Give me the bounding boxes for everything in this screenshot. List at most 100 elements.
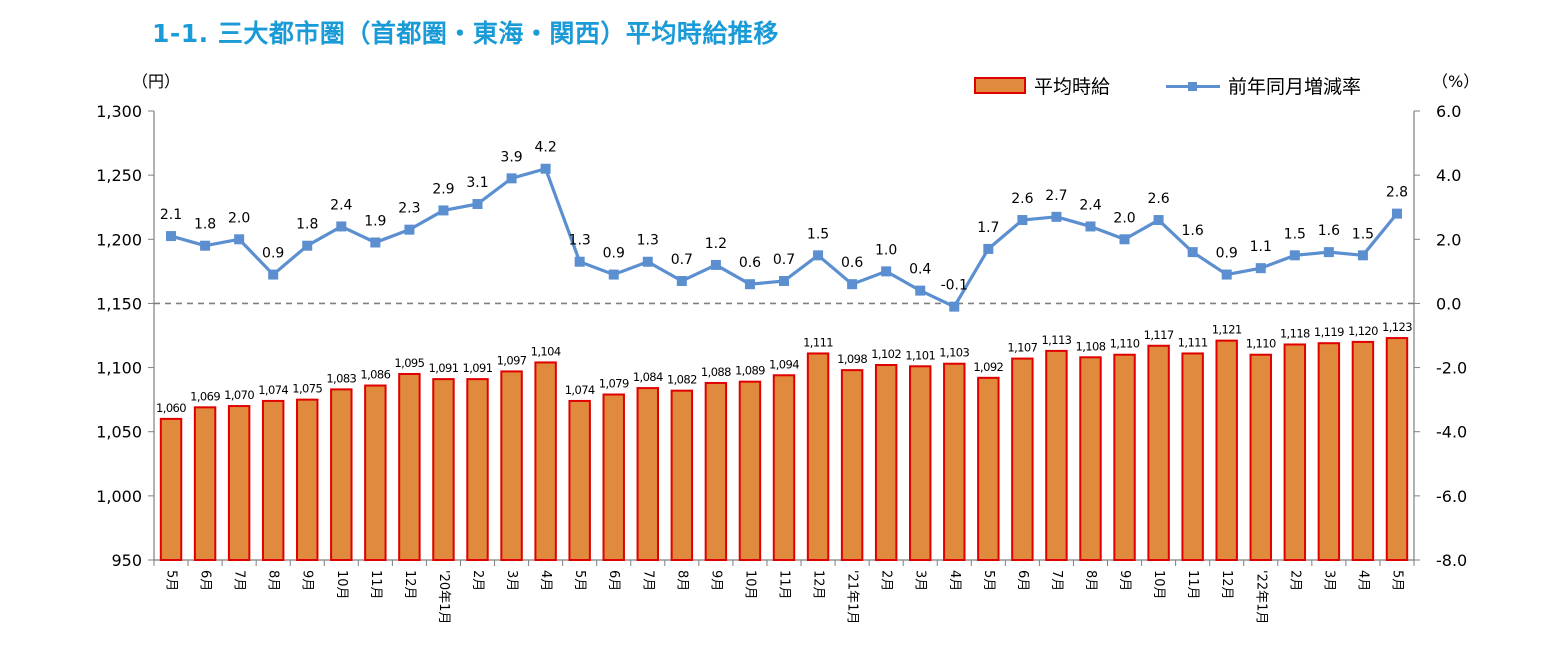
bar-data-label: 1,092 xyxy=(973,360,1003,374)
bar-hourly-wage xyxy=(159,417,183,561)
bar-data-label: 1,107 xyxy=(1007,341,1037,355)
line-data-label: 1.1 xyxy=(1250,239,1272,255)
bar-hourly-wage xyxy=(670,389,694,562)
line-point-marker xyxy=(881,266,892,277)
line-data-label: 2.1 xyxy=(160,207,182,223)
bar-hourly-wage xyxy=(1317,342,1341,561)
line-data-label: 2.4 xyxy=(330,197,352,213)
bar-data-label: 1,120 xyxy=(1348,324,1378,338)
x-axis-category-label: 7月 xyxy=(232,570,247,591)
line-point-marker xyxy=(1085,221,1096,232)
bar-hourly-wage xyxy=(1045,349,1068,561)
line-data-label: 0.9 xyxy=(603,246,625,262)
bar-hourly-wage xyxy=(772,374,796,562)
line-point-marker xyxy=(370,237,381,248)
line-point-marker xyxy=(1051,211,1062,222)
bar-data-label: 1,118 xyxy=(1280,326,1310,340)
bar-data-label: 1,074 xyxy=(258,383,288,397)
legend-line-item: 前年同月増減率 xyxy=(1166,72,1361,99)
line-point-marker xyxy=(608,269,619,280)
left-axis-tick-label: 950 xyxy=(111,551,142,570)
x-axis-category-label: '20年1月 xyxy=(436,570,451,624)
line-point-marker xyxy=(915,285,926,296)
bar-hourly-wage xyxy=(806,352,830,561)
line-data-label: 2.0 xyxy=(228,210,250,226)
line-point-marker xyxy=(540,163,551,174)
bar-data-label: 1,086 xyxy=(360,368,390,382)
bar-hourly-wage xyxy=(909,365,932,561)
x-axis-category-label: 9月 xyxy=(1117,570,1132,591)
legend-bar-swatch xyxy=(974,77,1026,94)
line-data-label: 1.7 xyxy=(977,220,999,236)
bar-data-label: 1,117 xyxy=(1144,328,1174,342)
chart-title: 1-1. 三大都市圏（首都圏・東海・関西）平均時給推移 xyxy=(152,19,779,48)
bar-hourly-wage xyxy=(1215,339,1238,562)
bar-data-label: 1,104 xyxy=(531,344,561,358)
bar-data-label: 1,119 xyxy=(1314,325,1344,339)
bar-data-label: 1,101 xyxy=(905,348,935,362)
right-axis-tick-label: -4.0 xyxy=(1436,423,1467,442)
line-data-label: 2.9 xyxy=(432,181,454,197)
x-axis-category-label: 7月 xyxy=(1049,570,1064,591)
bar-hourly-wage xyxy=(738,380,762,561)
bar-data-label: 1,091 xyxy=(463,361,493,375)
line-data-label: 1.6 xyxy=(1182,223,1204,239)
bar-data-label: 1,084 xyxy=(633,370,663,384)
bar-hourly-wage xyxy=(398,372,421,561)
line-point-marker xyxy=(302,240,313,251)
line-point-marker xyxy=(1153,215,1164,226)
left-axis-tick-label: 1,150 xyxy=(96,294,142,313)
x-axis-category-label: 11月 xyxy=(777,570,792,600)
line-point-marker xyxy=(1357,250,1368,261)
right-axis-tick-label: 4.0 xyxy=(1436,166,1461,185)
x-axis-category-label: 11月 xyxy=(368,570,383,600)
line-point-marker xyxy=(710,259,721,270)
x-axis-category-label: 8月 xyxy=(674,570,689,591)
line-point-marker xyxy=(1017,215,1028,226)
line-point-marker xyxy=(404,224,415,235)
bar-data-label: 1,102 xyxy=(871,347,901,361)
left-axis-tick-label: 1,250 xyxy=(96,166,142,185)
x-axis-category-label: 2月 xyxy=(879,570,894,591)
x-axis-category-label: 3月 xyxy=(1321,570,1336,591)
line-point-marker xyxy=(166,231,177,242)
bar-hourly-wage xyxy=(1351,340,1375,561)
line-data-label: 1.3 xyxy=(569,233,591,249)
line-point-marker xyxy=(813,250,824,261)
line-point-marker xyxy=(268,269,279,280)
x-axis-category-label: 12月 xyxy=(402,570,417,600)
x-axis-category-label: '22年1月 xyxy=(1253,570,1268,624)
bar-hourly-wage xyxy=(977,376,1000,561)
line-point-marker xyxy=(983,243,994,254)
line-data-label: 0.7 xyxy=(773,252,795,268)
line-point-marker xyxy=(779,275,789,286)
right-axis-tick-label: -2.0 xyxy=(1436,359,1467,378)
line-data-label: 2.6 xyxy=(1147,191,1169,207)
x-axis-category-label: 5月 xyxy=(1389,570,1404,591)
x-axis-category-label: 3月 xyxy=(913,570,928,591)
bar-hourly-wage xyxy=(466,378,489,562)
right-axis-tick-label: 2.0 xyxy=(1436,230,1461,249)
line-point-marker xyxy=(1119,234,1130,245)
line-data-label: 2.0 xyxy=(1113,210,1135,226)
line-point-marker xyxy=(847,279,858,290)
bar-hourly-wage xyxy=(364,384,387,561)
bar-data-label: 1,082 xyxy=(667,373,697,387)
line-point-marker xyxy=(472,199,483,210)
x-axis-category-label: 9月 xyxy=(708,570,723,591)
line-point-marker xyxy=(1255,263,1266,274)
right-axis-tick-label: 0.0 xyxy=(1436,294,1461,313)
bar-hourly-wage xyxy=(330,388,353,561)
bar-hourly-wage xyxy=(261,399,285,561)
bar-data-label: 1,103 xyxy=(939,346,969,360)
bar-hourly-wage xyxy=(432,378,455,562)
x-axis-category-label: 5月 xyxy=(572,570,587,591)
x-axis-category-label: 8月 xyxy=(266,570,281,591)
bar-hourly-wage xyxy=(193,406,217,561)
line-data-label: 1.5 xyxy=(807,226,829,242)
bar-hourly-wage xyxy=(1385,337,1409,561)
line-data-label: 1.5 xyxy=(1284,226,1306,242)
bar-hourly-wage xyxy=(840,369,864,561)
x-axis-category-label: '21年1月 xyxy=(845,570,860,624)
